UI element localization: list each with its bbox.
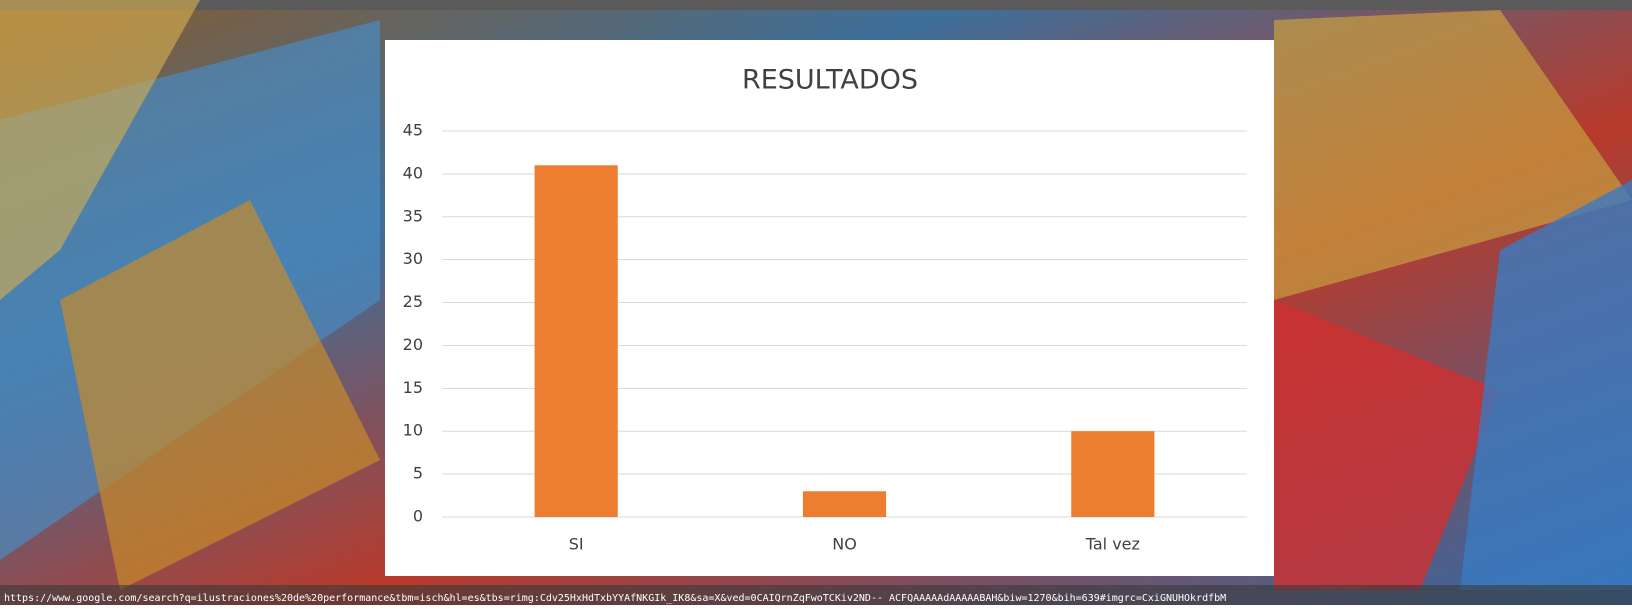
art-patch <box>60 200 380 590</box>
y-tick-label: 35 <box>403 206 423 225</box>
x-tick-label: Tal vez <box>1085 535 1140 554</box>
bar <box>1071 431 1155 517</box>
y-tick-label: 0 <box>413 507 423 526</box>
art-patch <box>1274 300 1500 590</box>
y-tick-label: 40 <box>403 163 423 182</box>
bar <box>802 491 887 517</box>
chart: RESULTADOS 0 5 10 15 20 25 30 35 40 45 SI NO Tal vez <box>385 40 1274 576</box>
art-patch <box>0 0 200 300</box>
y-tick-label: 30 <box>403 249 423 268</box>
y-tick-label: 20 <box>403 335 423 354</box>
art-patch <box>1274 10 1632 300</box>
y-tick-label: 25 <box>403 292 423 311</box>
y-tick-label: 10 <box>403 421 423 440</box>
x-tick-label: SI <box>569 535 584 554</box>
url-text: https://www.google.com/search?q=ilustrac… <box>4 593 1226 604</box>
url-bar <box>0 585 1632 605</box>
chart-title: RESULTADOS <box>742 65 918 96</box>
y-tick-label: 5 <box>413 464 423 483</box>
art-patch <box>1460 180 1632 590</box>
top-bar <box>0 0 1632 10</box>
y-tick-label: 45 <box>403 121 423 140</box>
y-tick-label: 15 <box>403 378 423 397</box>
x-tick-label: NO <box>832 535 857 554</box>
bar <box>534 165 618 518</box>
